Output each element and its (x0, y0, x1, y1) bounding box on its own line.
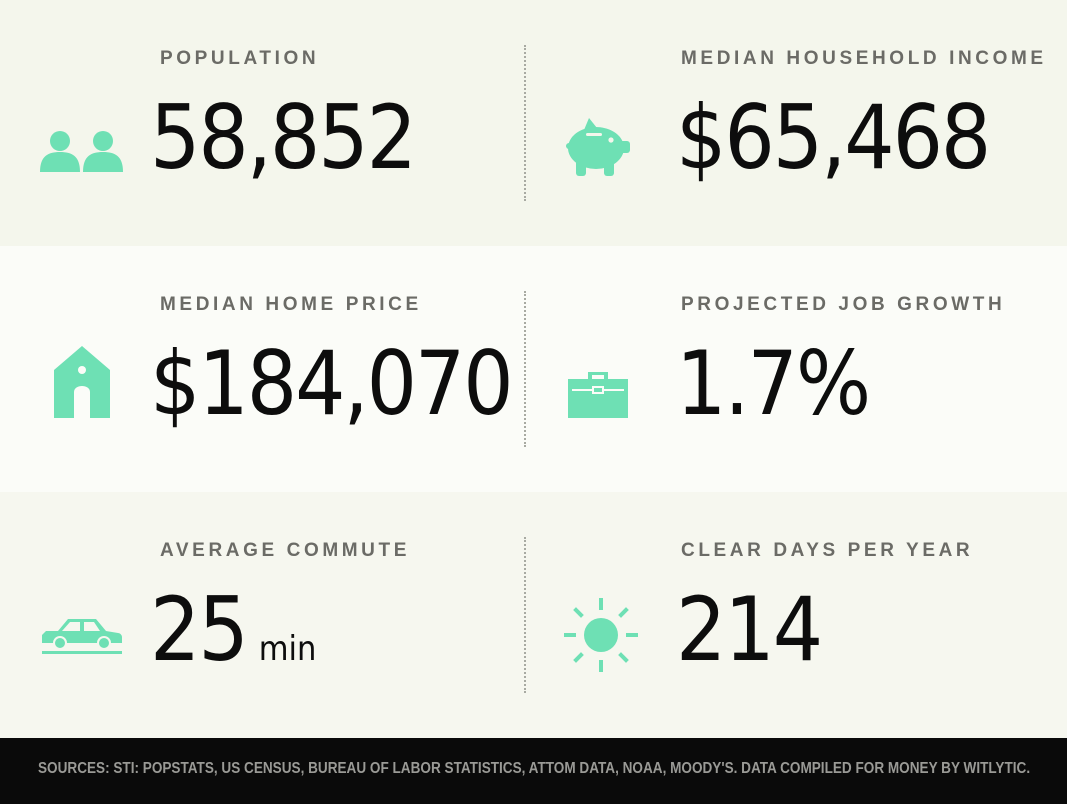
population-label: POPULATION (160, 48, 320, 69)
people-icon (40, 131, 123, 172)
home-price-stat: MEDIAN HOME PRICE $184,070 (0, 246, 524, 492)
car-icon (42, 619, 122, 654)
income-stat: MEDIAN HOUSEHOLD INCOME $65,468 (526, 0, 1067, 246)
commute-unit: min (258, 629, 317, 669)
commute-label: AVERAGE COMMUTE (160, 540, 410, 561)
job-growth-value: 1.7% (676, 332, 871, 435)
clear-days-value: 214 (676, 578, 823, 681)
job-growth-stat: PROJECTED JOB GROWTH 1.7% (526, 246, 1067, 492)
house-icon (54, 346, 110, 418)
stats-row-2: MEDIAN HOME PRICE $184,070 PROJECTED JOB… (0, 246, 1067, 492)
income-label: MEDIAN HOUSEHOLD INCOME (681, 48, 1047, 69)
commute-stat: AVERAGE COMMUTE 25 min (0, 492, 524, 738)
clear-days-label: CLEAR DAYS PER YEAR (681, 540, 974, 561)
sources-footer: SOURCES: STI: POPSTATS, US CENSUS, BUREA… (0, 738, 1067, 804)
population-stat: POPULATION 58,852 (0, 0, 524, 246)
column-divider (524, 537, 526, 693)
briefcase-icon (568, 372, 628, 418)
home-price-label: MEDIAN HOME PRICE (160, 294, 422, 315)
piggy-bank-icon (566, 118, 630, 176)
stats-row-3: AVERAGE COMMUTE 25 min CLEAR DAYS PER YEA… (0, 492, 1067, 738)
sources-text: SOURCES: STI: POPSTATS, US CENSUS, BUREA… (38, 760, 1031, 777)
column-divider (524, 45, 526, 201)
home-price-value: $184,070 (150, 332, 514, 435)
commute-value: 25 min (150, 580, 316, 699)
column-divider (524, 291, 526, 447)
clear-days-stat: CLEAR DAYS PER YEAR 214 (526, 492, 1067, 738)
income-value: $65,468 (676, 86, 991, 189)
commute-number: 25 (150, 578, 249, 681)
job-growth-label: PROJECTED JOB GROWTH (681, 294, 1006, 315)
population-value: 58,852 (150, 86, 417, 189)
stats-row-1: POPULATION 58,852 MEDIAN HOUSEHOLD INCOM… (0, 0, 1067, 246)
sun-icon (564, 598, 638, 672)
